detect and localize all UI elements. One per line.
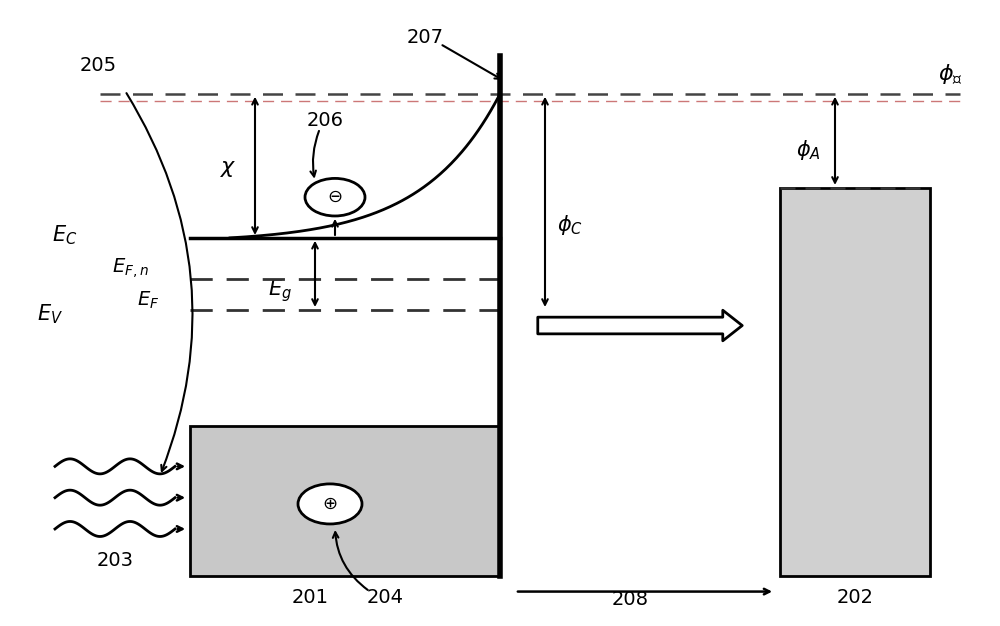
- Text: $\phi_{真}$: $\phi_{真}$: [938, 63, 962, 88]
- Text: $\phi_C$: $\phi_C$: [557, 213, 583, 237]
- Text: 206: 206: [306, 111, 344, 130]
- Text: 208: 208: [612, 590, 648, 609]
- FancyArrowPatch shape: [538, 310, 742, 341]
- Text: $\ominus$: $\ominus$: [327, 188, 343, 206]
- Text: 203: 203: [96, 551, 134, 570]
- Text: $E_C$: $E_C$: [52, 223, 78, 247]
- Text: 201: 201: [292, 588, 328, 607]
- Text: 204: 204: [366, 588, 404, 607]
- Text: $E_F$: $E_F$: [137, 290, 159, 311]
- Text: 209: 209: [620, 316, 656, 335]
- Circle shape: [298, 484, 362, 524]
- Text: 207: 207: [406, 28, 444, 47]
- Text: $\oplus$: $\oplus$: [322, 495, 338, 513]
- Text: $\chi$: $\chi$: [220, 159, 236, 179]
- Circle shape: [305, 178, 365, 216]
- Text: 202: 202: [836, 588, 874, 607]
- Bar: [190, 426, 500, 576]
- Text: $E_{F,n}$: $E_{F,n}$: [112, 256, 148, 280]
- Text: 205: 205: [79, 56, 117, 75]
- Text: $E_V$: $E_V$: [37, 302, 63, 326]
- Text: $\phi_A$: $\phi_A$: [796, 138, 820, 162]
- Text: $E_g$: $E_g$: [268, 278, 292, 304]
- Bar: [780, 188, 930, 576]
